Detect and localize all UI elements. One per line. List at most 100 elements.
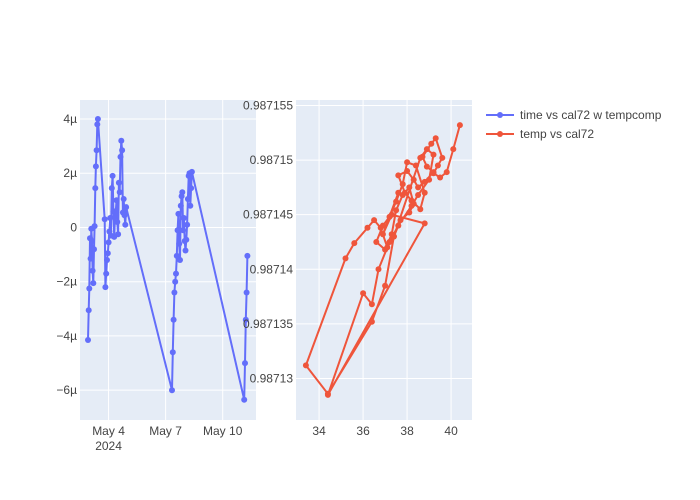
time-data-point[interactable] bbox=[243, 289, 250, 296]
temp-data-point[interactable] bbox=[404, 168, 411, 174]
time-data-point[interactable] bbox=[118, 137, 125, 144]
time-data-point[interactable] bbox=[92, 163, 99, 170]
temp-data-point[interactable] bbox=[395, 222, 402, 229]
temp-data-point[interactable] bbox=[364, 224, 371, 231]
time-data-point[interactable] bbox=[177, 202, 184, 209]
time-data-point[interactable] bbox=[242, 360, 248, 367]
legend-item-temp[interactable]: temp vs cal72 bbox=[486, 127, 594, 141]
temp-data-point[interactable] bbox=[399, 181, 406, 188]
temp-data-point[interactable] bbox=[393, 198, 400, 205]
temp-data-point[interactable] bbox=[302, 362, 309, 369]
legend-item-time[interactable]: time vs cal72 w tempcomp bbox=[486, 108, 662, 122]
time-data-point[interactable] bbox=[89, 267, 96, 274]
time-data-point[interactable] bbox=[170, 316, 177, 323]
time-data-point[interactable] bbox=[101, 216, 108, 223]
time-data-point[interactable] bbox=[187, 202, 194, 209]
temp-data-point[interactable] bbox=[432, 135, 439, 142]
temp-data-point[interactable] bbox=[388, 211, 395, 218]
temp-data-point[interactable] bbox=[384, 244, 391, 251]
time-data-point[interactable] bbox=[104, 250, 111, 257]
time-data-point[interactable] bbox=[112, 208, 119, 215]
time-data-point[interactable] bbox=[179, 189, 186, 196]
temp-data-point[interactable] bbox=[415, 184, 422, 191]
temp-data-point[interactable] bbox=[377, 224, 384, 231]
time-data-point[interactable] bbox=[241, 396, 248, 403]
temp-data-point[interactable] bbox=[395, 172, 402, 179]
time-data-point[interactable] bbox=[102, 284, 109, 291]
time-data-point[interactable] bbox=[175, 210, 182, 217]
temp-data-point[interactable] bbox=[342, 255, 349, 262]
time-data-point[interactable] bbox=[184, 196, 191, 202]
time-data-point[interactable] bbox=[103, 270, 110, 277]
time-data-point[interactable] bbox=[121, 212, 128, 219]
time-data-point[interactable] bbox=[91, 223, 98, 230]
temp-data-point[interactable] bbox=[406, 184, 413, 191]
time-data-point[interactable] bbox=[114, 219, 121, 225]
temp-data-point[interactable] bbox=[412, 162, 419, 169]
temp-data-point[interactable] bbox=[393, 207, 400, 214]
time-data-point[interactable] bbox=[115, 231, 122, 238]
time-data-point[interactable] bbox=[94, 116, 101, 122]
time-data-point[interactable] bbox=[93, 147, 100, 154]
time-data-point[interactable] bbox=[169, 387, 175, 394]
time-data-point[interactable] bbox=[109, 172, 116, 179]
time-data-point[interactable] bbox=[182, 247, 189, 254]
time-data-point[interactable] bbox=[188, 185, 195, 192]
temp-data-point[interactable] bbox=[430, 169, 437, 176]
temp-data-point[interactable] bbox=[406, 209, 413, 216]
temp-data-point[interactable] bbox=[351, 240, 358, 247]
time-data-point[interactable] bbox=[122, 221, 129, 228]
time-data-point[interactable] bbox=[171, 289, 178, 296]
time-data-point[interactable] bbox=[85, 337, 91, 343]
time-data-point[interactable] bbox=[172, 278, 179, 285]
temp-data-point[interactable] bbox=[386, 239, 393, 245]
temp-data-point[interactable] bbox=[417, 206, 424, 213]
temp-data-point[interactable] bbox=[430, 151, 437, 158]
time-data-point[interactable] bbox=[89, 238, 95, 244]
legend[interactable]: time vs cal72 w tempcomp temp vs cal72 bbox=[486, 108, 662, 141]
time-data-point[interactable] bbox=[176, 240, 183, 247]
temp-data-point[interactable] bbox=[368, 318, 375, 325]
temp-data-point[interactable] bbox=[395, 189, 402, 196]
time-data-point[interactable] bbox=[91, 246, 97, 253]
temp-data-point[interactable] bbox=[390, 233, 397, 240]
temp-data-point[interactable] bbox=[415, 192, 422, 198]
time-data-point[interactable] bbox=[115, 179, 122, 186]
temp-data-point[interactable] bbox=[428, 140, 435, 147]
temp-data-point[interactable] bbox=[408, 202, 415, 209]
time-data-point[interactable] bbox=[123, 204, 130, 211]
temp-data-point[interactable] bbox=[437, 174, 444, 181]
time-data-point[interactable] bbox=[180, 227, 187, 234]
time-data-point[interactable] bbox=[92, 185, 99, 192]
temp-data-point[interactable] bbox=[421, 189, 428, 196]
time-data-point[interactable] bbox=[169, 349, 176, 356]
time-data-point[interactable] bbox=[244, 252, 251, 259]
time-data-point[interactable] bbox=[242, 316, 249, 323]
time-data-point[interactable] bbox=[108, 185, 115, 192]
temp-data-point[interactable] bbox=[434, 162, 441, 169]
temp-data-point[interactable] bbox=[368, 301, 375, 308]
temp-data-point[interactable] bbox=[423, 163, 430, 170]
temp-data-point[interactable] bbox=[375, 266, 382, 273]
time-data-point[interactable] bbox=[117, 153, 124, 160]
time-data-point[interactable] bbox=[119, 147, 126, 154]
temp-data-point[interactable] bbox=[450, 146, 457, 153]
time-data-point[interactable] bbox=[183, 236, 190, 243]
temp-data-point[interactable] bbox=[421, 220, 428, 227]
time-data-point[interactable] bbox=[116, 189, 123, 196]
temp-data-point[interactable] bbox=[373, 239, 380, 245]
time-data-point[interactable] bbox=[107, 215, 114, 221]
temp-data-point[interactable] bbox=[439, 154, 446, 161]
temp-data-point[interactable] bbox=[404, 159, 411, 166]
time-data-point[interactable] bbox=[90, 280, 97, 287]
time-data-point[interactable] bbox=[174, 227, 181, 234]
temp-data-point[interactable] bbox=[397, 217, 404, 224]
time-data-point[interactable] bbox=[86, 285, 93, 292]
temp-data-point[interactable] bbox=[423, 146, 430, 153]
temp-plot-area[interactable] bbox=[296, 100, 472, 420]
temp-data-point[interactable] bbox=[443, 169, 450, 176]
temp-data-point[interactable] bbox=[324, 391, 331, 398]
time-data-point[interactable] bbox=[184, 221, 191, 228]
time-data-point[interactable] bbox=[113, 197, 120, 204]
temp-data-point[interactable] bbox=[417, 154, 424, 161]
